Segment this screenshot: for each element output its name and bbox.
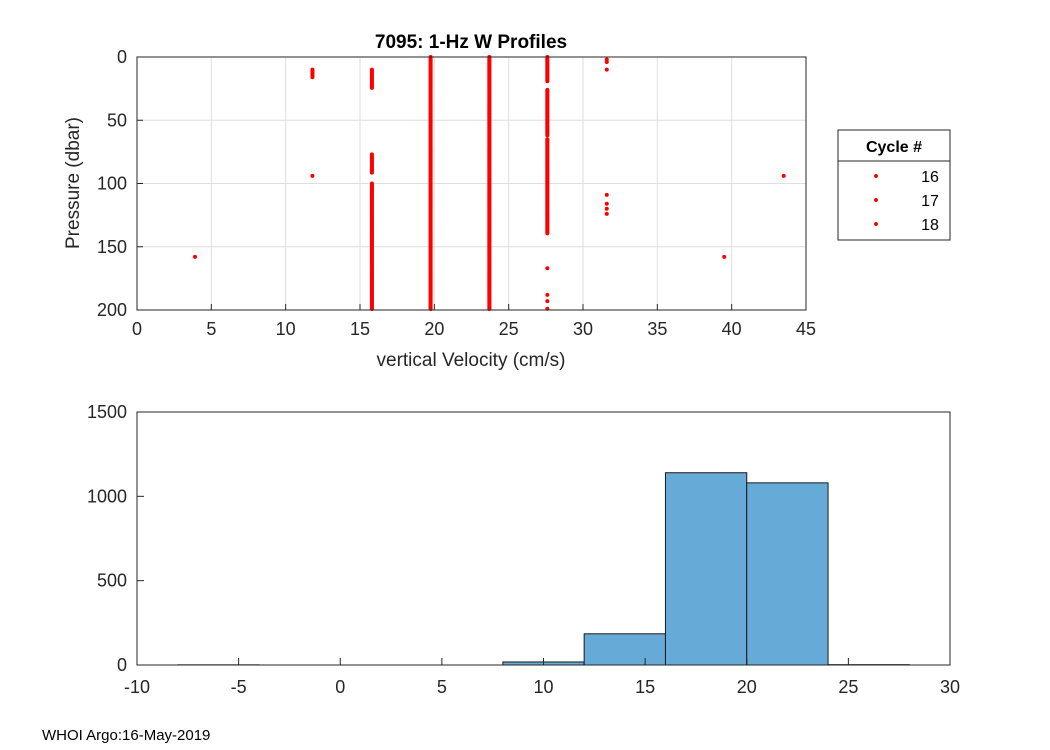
scatter-x-tick-label: 20	[424, 319, 444, 339]
data-point	[192, 254, 197, 259]
scatter-y-axis-label: Pressure (dbar)	[63, 117, 84, 249]
data-point	[604, 192, 609, 197]
scatter-x-tick-label: 5	[206, 319, 216, 339]
legend-entry-18: 18	[921, 217, 939, 234]
histogram-y-tick-label: 500	[97, 571, 127, 591]
data-point	[545, 266, 550, 271]
scatter-x-axis-label: vertical Velocity (cm/s)	[377, 350, 566, 371]
data-point	[369, 85, 374, 90]
histogram-y-tick-label: 1500	[87, 402, 127, 422]
histogram-bar	[746, 482, 829, 666]
scatter-x-tick-label: 15	[350, 319, 370, 339]
data-point	[604, 211, 609, 216]
data-point	[310, 75, 315, 80]
data-point	[604, 67, 609, 72]
legend-entry-16: 16	[921, 169, 939, 186]
data-point	[545, 299, 550, 304]
histogram-x-tick-label: 30	[940, 677, 960, 697]
data-point	[781, 173, 786, 178]
histogram-x-tick-label: -10	[124, 677, 150, 697]
data-point	[604, 206, 609, 211]
scatter-x-tick-label: 10	[276, 319, 296, 339]
scatter-y-tick-label: 100	[97, 174, 127, 194]
legend-title: Cycle #	[866, 139, 922, 156]
legend-box	[837, 129, 951, 241]
scatter-y-tick-label: 150	[97, 237, 127, 257]
histogram-x-tick-label: 10	[533, 677, 553, 697]
histogram-x-tick-label: 25	[838, 677, 858, 697]
scatter-x-tick-label: 40	[722, 319, 742, 339]
histogram-x-tick-label: -5	[231, 677, 247, 697]
scatter-x-tick-label: 25	[499, 319, 519, 339]
data-point	[545, 292, 550, 297]
histogram-x-tick-label: 20	[737, 677, 757, 697]
scatter-x-tick-label: 35	[647, 319, 667, 339]
histogram-x-tick-label: 0	[335, 677, 345, 697]
histogram-bar	[583, 633, 666, 666]
legend-entry-17: 17	[921, 193, 939, 210]
data-point	[722, 254, 727, 259]
histogram-y-tick-label: 0	[117, 655, 127, 675]
scatter-grid	[137, 57, 806, 310]
data-point	[545, 79, 550, 84]
scatter-y-tick-label: 50	[107, 110, 127, 130]
data-point	[604, 201, 609, 206]
legend: Cycle # 16 17 18	[837, 129, 951, 241]
scatter-ticks: 0 5 10 15 20 25 30 35 40 45 0 50 100 150 200	[97, 47, 816, 339]
legend-marker-17	[874, 198, 878, 202]
data-point	[369, 170, 374, 175]
footer-credit: WHOI Argo:16-May-2019	[42, 727, 211, 744]
histogram-x-tick-label: 5	[437, 677, 447, 697]
legend-marker-16	[874, 174, 878, 178]
scatter-plot: 0 5 10 15 20 25 30 35 40 45 0 50 100 150 200 7095: 1-H…	[63, 32, 951, 371]
histogram-ticks: -10 -5 0 5 10 15 20 25 30 0 500 1000 1500	[87, 402, 960, 697]
scatter-x-tick-label: 0	[132, 319, 142, 339]
histogram-x-tick-label: 15	[635, 677, 655, 697]
data-point	[604, 60, 609, 65]
legend-marker-18	[874, 222, 878, 226]
histogram: -10 -5 0 5 10 15 20 25 30 0 500 1000 1500	[87, 402, 960, 697]
scatter-x-tick-label: 30	[573, 319, 593, 339]
histogram-y-tick-label: 1000	[87, 486, 127, 506]
histogram-bar	[664, 472, 748, 666]
histogram-bars	[177, 472, 910, 666]
data-point	[545, 133, 550, 138]
data-point	[545, 231, 550, 236]
scatter-y-tick-label: 0	[117, 47, 127, 67]
scatter-title: 7095: 1-Hz W Profiles	[375, 32, 567, 53]
scatter-x-tick-label: 45	[796, 319, 816, 339]
scatter-points	[192, 55, 786, 311]
scatter-y-tick-label: 200	[97, 300, 127, 320]
data-point	[310, 173, 315, 178]
